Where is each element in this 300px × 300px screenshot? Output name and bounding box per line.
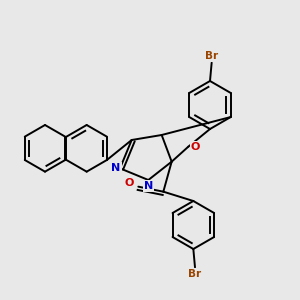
Text: O: O (191, 142, 200, 152)
Text: O: O (124, 178, 134, 188)
Text: Br: Br (188, 269, 202, 279)
Text: N: N (144, 181, 153, 191)
Text: Br: Br (205, 51, 218, 61)
Text: N: N (111, 163, 121, 173)
